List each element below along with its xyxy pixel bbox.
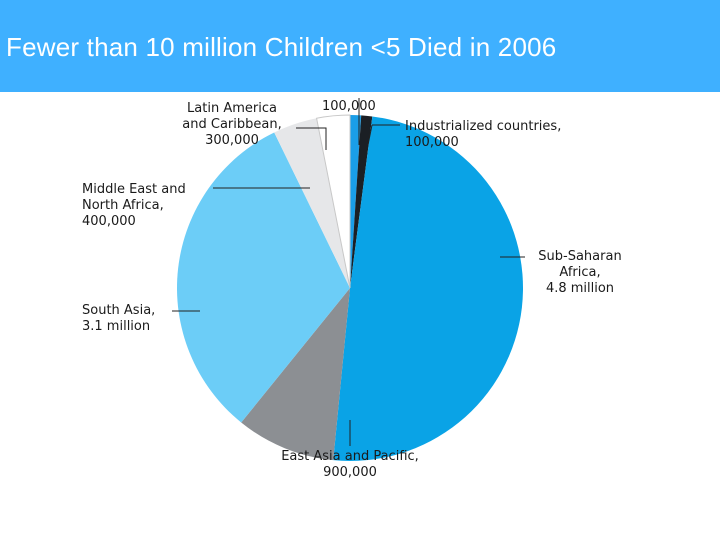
slice-label-ssa: Sub-Saharan Africa, 4.8 million bbox=[538, 249, 621, 296]
pie-slice-top bbox=[350, 115, 362, 288]
slice-label-line: 4.8 million bbox=[546, 281, 614, 296]
slice-label-line: 100,000 bbox=[405, 135, 459, 150]
title-bar: Fewer than 10 million Children <5 Died i… bbox=[0, 0, 720, 92]
pie-slice-mena bbox=[274, 118, 350, 289]
slice-label-lac: Latin America and Caribbean, 300,000 bbox=[182, 101, 281, 148]
slice-label-eap: East Asia and Pacific, 900,000 bbox=[281, 449, 419, 480]
slice-label-line: 300,000 bbox=[205, 133, 259, 148]
pie-slice-eap bbox=[241, 288, 350, 461]
slice-label-line: North Africa, bbox=[82, 198, 164, 213]
pie-slice-sa bbox=[176, 132, 350, 423]
slice-label-top: 100,000 bbox=[322, 99, 376, 114]
pie-slice-industrialized bbox=[350, 115, 373, 288]
leader-lines bbox=[172, 98, 525, 446]
pie-slice-ssa bbox=[333, 116, 523, 462]
slice-label-industrialized: Industrialized countries, 100,000 bbox=[405, 119, 561, 150]
slice-label-line: East Asia and Pacific, bbox=[281, 449, 419, 464]
slice-label-line: South Asia, bbox=[82, 303, 155, 318]
leader-line-industrialized-2 bbox=[367, 124, 373, 146]
slice-label-line: 3.1 million bbox=[82, 319, 150, 334]
slice-label-line: 100,000 bbox=[322, 99, 376, 114]
slice-label-line: Sub-Saharan bbox=[538, 249, 621, 264]
slice-label-sa: South Asia, 3.1 million bbox=[82, 303, 155, 334]
slice-label-line: Africa, bbox=[559, 265, 600, 280]
slice-label-line: 400,000 bbox=[82, 214, 136, 229]
slice-label-line: Latin America bbox=[187, 101, 277, 116]
slice-label-line: and Caribbean, bbox=[182, 117, 281, 132]
slice-label-line: 900,000 bbox=[323, 465, 377, 480]
slice-label-line: Industrialized countries, bbox=[405, 119, 561, 134]
pie-slices bbox=[176, 114, 523, 462]
leader-line-lac bbox=[296, 127, 327, 150]
slice-label-mena: Middle East and North Africa, 400,000 bbox=[82, 182, 186, 229]
slice-label-line: Middle East and bbox=[82, 182, 186, 197]
slide-title: Fewer than 10 million Children <5 Died i… bbox=[6, 32, 557, 62]
